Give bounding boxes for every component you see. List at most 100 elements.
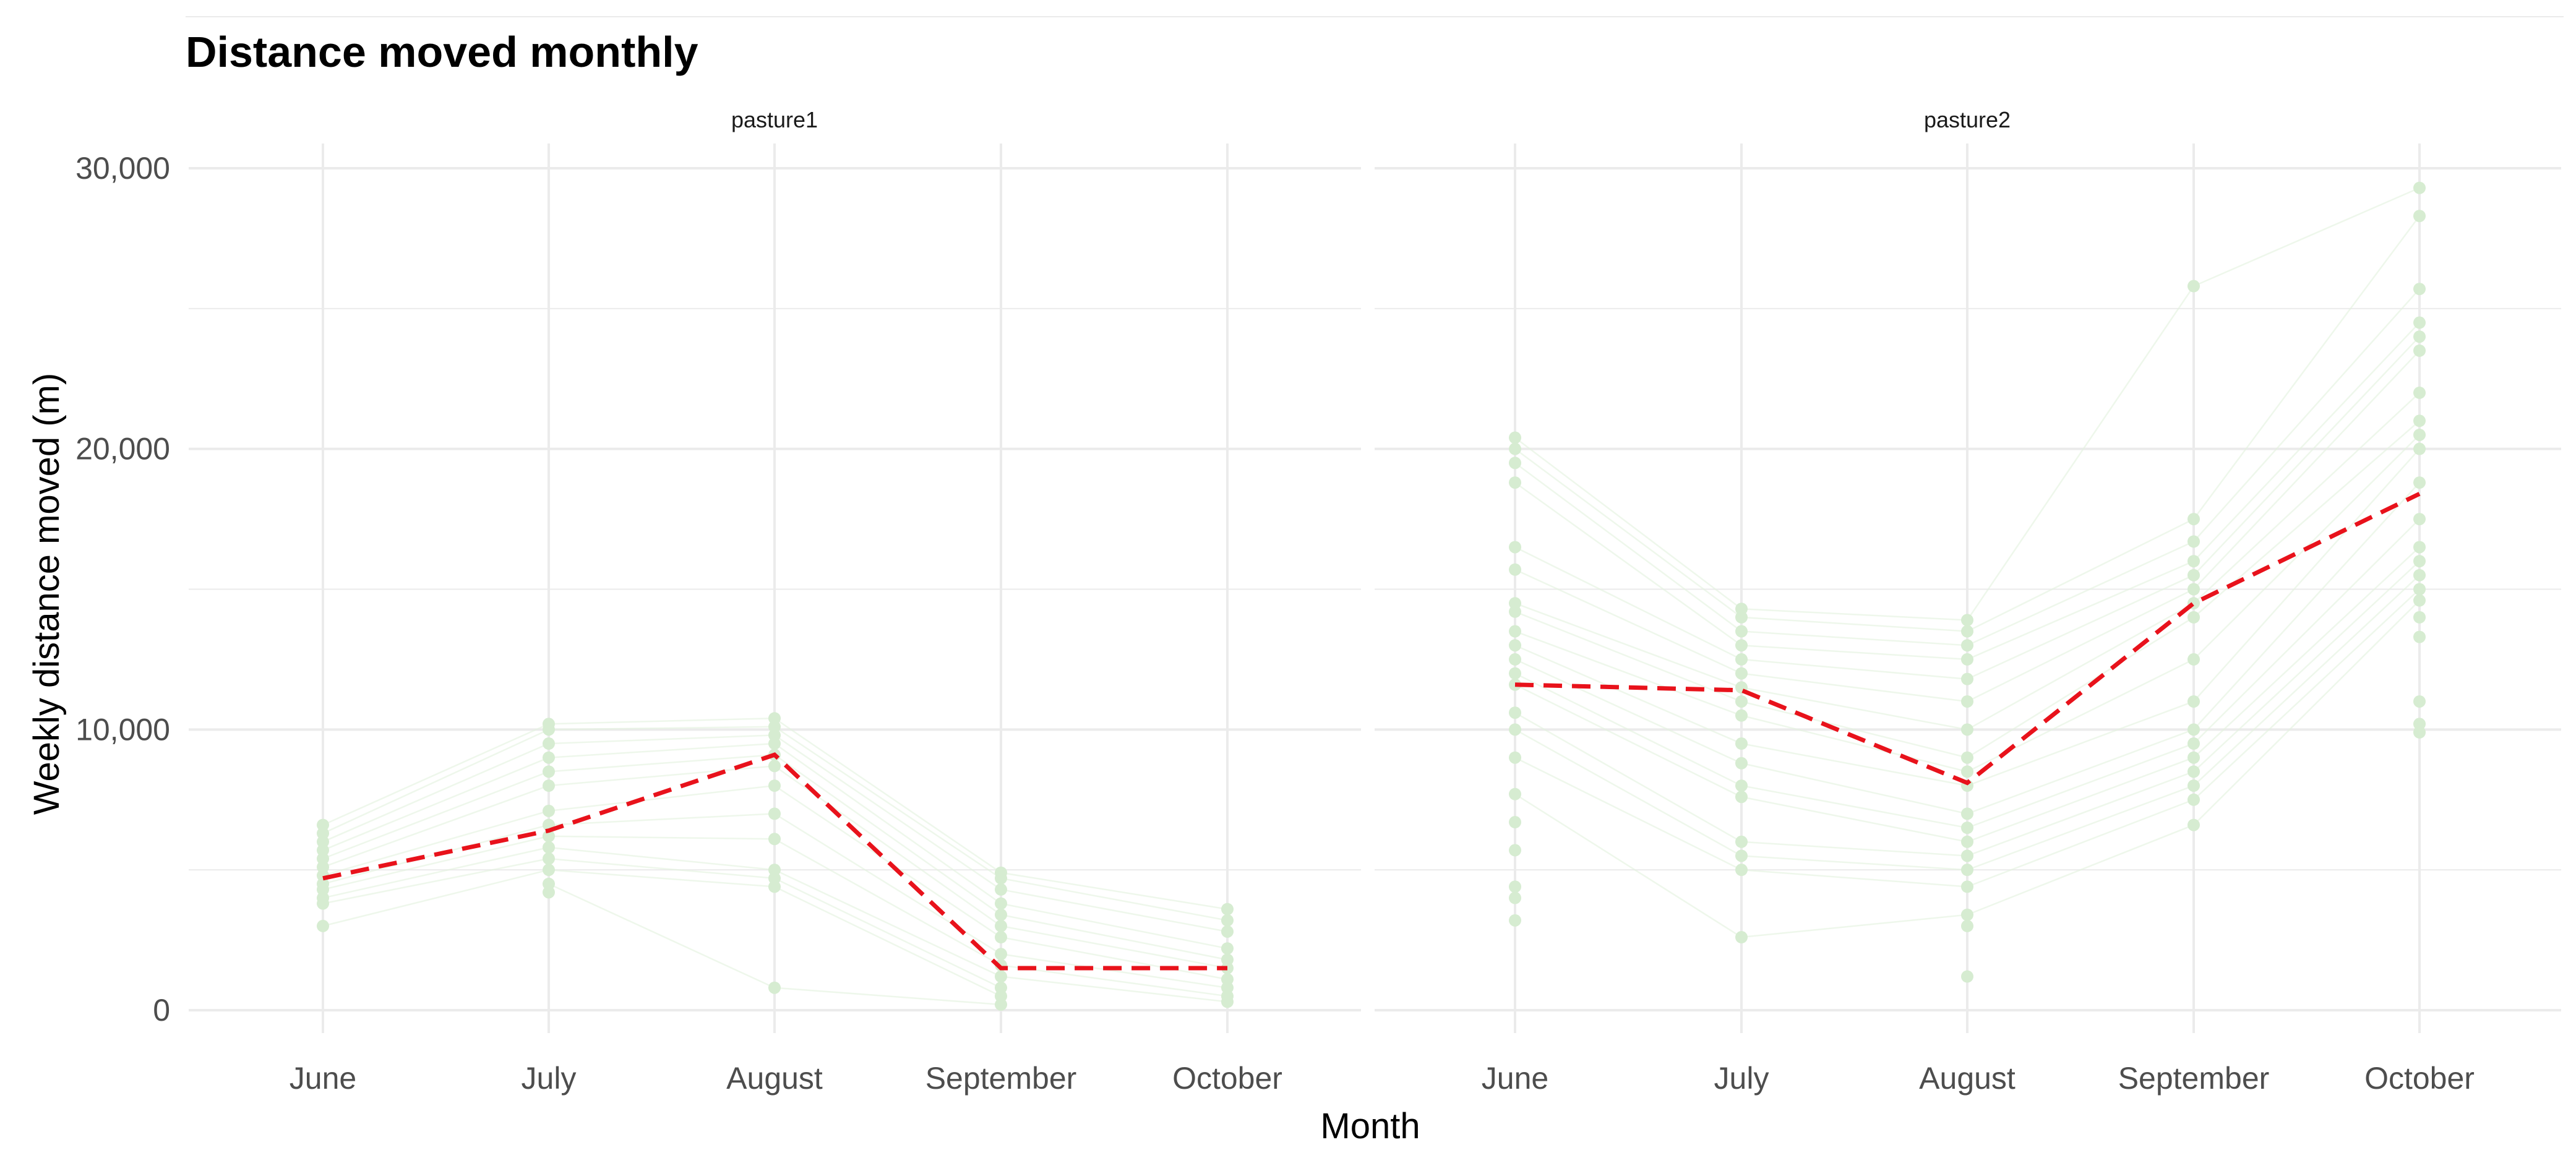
- y-tick-label: 20,000: [75, 432, 170, 466]
- individual-trail: [548, 726, 775, 731]
- data-point: [2187, 653, 2200, 666]
- individual-trail: [322, 771, 549, 860]
- y-tick-label: 10,000: [75, 712, 170, 747]
- individual-trail: [1000, 872, 1228, 910]
- data-point: [1961, 835, 1973, 848]
- individual-trail: [1967, 824, 2194, 916]
- data-point: [1221, 973, 1234, 986]
- data-point: [1509, 914, 1521, 927]
- data-point: [2413, 513, 2426, 526]
- data-point: [1509, 751, 1521, 764]
- data-point: [995, 981, 1007, 994]
- data-point: [1221, 914, 1234, 927]
- data-point: [2413, 594, 2426, 607]
- individual-trail: [774, 987, 1002, 1006]
- x-tick-label: September: [2118, 1061, 2270, 1096]
- panel-pasture2: pasture2 June July August September October: [1375, 107, 2561, 1096]
- data-point: [1509, 816, 1521, 829]
- data-point: [2413, 611, 2426, 624]
- data-point: [1961, 695, 1973, 708]
- individual-trail: [1741, 687, 1968, 731]
- x-tick-label: August: [726, 1061, 823, 1096]
- individual-trail: [774, 877, 1002, 989]
- x-tick-label: August: [1919, 1061, 2016, 1096]
- individual-trail: [548, 734, 775, 745]
- mean-line: [1514, 492, 2421, 786]
- data-point: [2413, 541, 2426, 554]
- individual-trail: [2193, 448, 2420, 702]
- individual-trail: [2192, 215, 2421, 520]
- individual-trail: [2193, 350, 2420, 590]
- individual-trail: [2193, 336, 2420, 576]
- individual-trail: [1741, 784, 1968, 829]
- data-point: [1961, 723, 1973, 736]
- data-point: [543, 877, 555, 890]
- data-point: [1735, 639, 1748, 652]
- data-point: [1509, 667, 1521, 680]
- individual-trail: [548, 742, 775, 758]
- data-point: [1961, 864, 1973, 877]
- individual-trail: [1741, 672, 1968, 703]
- chart-title: Distance moved monthly: [186, 28, 698, 76]
- y-axis-label: Weekly distance moved (m): [27, 373, 67, 815]
- data-point: [1735, 757, 1748, 770]
- individual-trail: [1741, 855, 1968, 871]
- data-point: [2187, 513, 2200, 526]
- data-point: [1735, 737, 1748, 750]
- data-point: [2413, 630, 2426, 643]
- data-point: [768, 864, 781, 877]
- individual-trail: [1514, 546, 1742, 661]
- individual-trail: [1514, 611, 1742, 703]
- data-point: [995, 866, 1007, 879]
- data-point: [1961, 919, 1973, 932]
- data-point: [543, 779, 555, 792]
- individual-trail: [1514, 684, 1742, 798]
- y-tick-label: 0: [153, 993, 170, 1028]
- individual-trail: [548, 857, 775, 880]
- individual-trail: [322, 846, 549, 899]
- individual-trail: [548, 813, 775, 826]
- data-point: [2413, 428, 2426, 441]
- individual-trail: [2193, 482, 2420, 731]
- individual-trail: [1000, 877, 1228, 922]
- individual-trail: [774, 785, 1002, 938]
- individual-trail: [774, 734, 1002, 890]
- data-point: [2413, 414, 2426, 427]
- individual-trail: [1967, 616, 2194, 758]
- individual-trail: [1741, 742, 1968, 787]
- individual-trail: [1000, 903, 1228, 950]
- individual-trail: [774, 718, 1002, 873]
- data-point: [1961, 625, 1973, 638]
- individual-trail: [1741, 658, 1968, 680]
- data-point: [1509, 597, 1521, 610]
- data-point: [1961, 614, 1973, 627]
- data-point: [2413, 569, 2426, 581]
- individual-trail: [1741, 869, 1968, 888]
- data-point: [2187, 583, 2200, 596]
- individual-trail: [322, 869, 549, 927]
- data-point: [1221, 925, 1234, 938]
- individual-trail: [1741, 914, 1968, 938]
- data-point: [768, 981, 781, 994]
- data-point: [1509, 431, 1521, 444]
- data-point: [2187, 793, 2200, 806]
- y-axis: 0 10,000 20,000 30,000: [75, 151, 170, 1028]
- data-point: [2413, 583, 2426, 596]
- individual-trail: [2193, 518, 2420, 744]
- data-point: [543, 804, 555, 817]
- individual-trail: [548, 753, 775, 773]
- data-point: [1961, 672, 1973, 685]
- data-point: [2413, 476, 2426, 489]
- individual-trail: [774, 742, 1002, 904]
- individual-trail: [548, 717, 775, 725]
- individual-trail: [1967, 700, 2194, 787]
- data-point: [995, 897, 1007, 910]
- individual-trail: [2193, 392, 2420, 604]
- data-point: [1509, 476, 1521, 489]
- individual-trail: [1967, 742, 2194, 829]
- data-point: [1961, 822, 1973, 835]
- data-point: [1961, 908, 1973, 921]
- individual-trail: [1514, 672, 1742, 787]
- data-point: [995, 948, 1007, 961]
- data-point: [2187, 818, 2200, 831]
